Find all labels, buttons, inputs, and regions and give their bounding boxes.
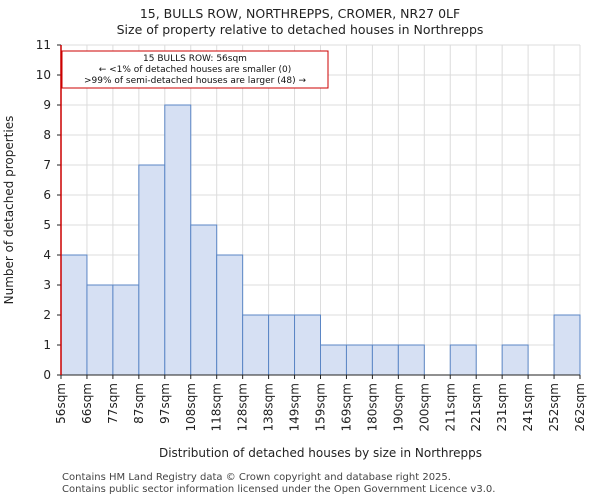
y-tick-label: 4	[43, 248, 51, 262]
x-tick-label: 66sqm	[80, 383, 94, 424]
chart-subtitle: Size of property relative to detached ho…	[116, 22, 484, 37]
y-axis-label: Number of detached properties	[2, 116, 16, 305]
y-tick-label: 2	[43, 308, 51, 322]
bar-190sqm	[397, 344, 425, 376]
y-tick-label: 11	[36, 38, 51, 52]
x-tick-label: 87sqm	[132, 383, 146, 424]
x-tick-label: 97sqm	[158, 383, 172, 424]
bar-118sqm	[216, 254, 244, 376]
bar-97sqm	[164, 104, 192, 376]
chart-title: 15, BULLS ROW, NORTHREPPS, CROMER, NR27 …	[139, 6, 461, 21]
annotation-border	[61, 50, 329, 89]
x-tick-label: 200sqm	[417, 383, 431, 431]
x-tick-label: 138sqm	[262, 383, 276, 431]
x-tick-label: 190sqm	[391, 383, 405, 431]
bar-128sqm	[242, 314, 270, 376]
x-tick-label: 128sqm	[236, 383, 250, 431]
x-axis-label: Distribution of detached houses by size …	[159, 446, 482, 460]
bar-66sqm	[86, 284, 114, 376]
bar-56sqm	[60, 254, 88, 376]
y-tick-label: 9	[43, 98, 51, 112]
bar-159sqm	[320, 344, 347, 376]
y-tick-label: 7	[43, 158, 51, 172]
x-tick-label: 108sqm	[184, 383, 198, 431]
bar-211sqm	[449, 344, 477, 376]
bar-180sqm	[371, 344, 399, 376]
bar-108sqm	[190, 224, 218, 376]
x-tick-label: 180sqm	[365, 383, 379, 431]
x-tick-label: 118sqm	[210, 383, 224, 431]
annotation-box: 15 BULLS ROW: 56sqm ← <1% of detached ho…	[61, 50, 329, 89]
bar-77sqm	[112, 284, 140, 376]
annotation-line-3: >99% of semi-detached houses are larger …	[84, 76, 307, 86]
y-tick-label: 0	[43, 368, 51, 382]
y-tick-label: 3	[43, 278, 51, 292]
footer-line-2: Contains public sector information licen…	[62, 484, 496, 495]
y-tick-label: 1	[43, 338, 51, 352]
bar-149sqm	[294, 314, 321, 376]
x-tick-label: 262sqm	[573, 383, 587, 431]
bar-87sqm	[138, 164, 166, 376]
y-tick-label: 5	[43, 218, 51, 232]
x-tick-labels: 56sqm 66sqm 77sqm 87sqm 97sqm 108sqm 118sqm 128…	[54, 383, 587, 431]
x-tick-label: 159sqm	[314, 383, 328, 431]
y-tick-label: 10	[36, 68, 51, 82]
x-tick-label: 221sqm	[469, 383, 483, 431]
x-tick-label: 211sqm	[443, 383, 457, 431]
bar-169sqm	[345, 344, 373, 376]
bar-252sqm	[553, 314, 581, 376]
x-tick-label: 252sqm	[547, 383, 561, 431]
x-tick-label: 231sqm	[495, 383, 509, 431]
bar-231sqm	[501, 344, 529, 376]
footer-line-1: Contains HM Land Registry data © Crown c…	[62, 472, 451, 483]
x-tick-label: 149sqm	[288, 383, 302, 431]
bars	[60, 104, 581, 376]
bar-138sqm	[268, 314, 296, 376]
x-tick-label: 241sqm	[521, 383, 535, 431]
x-tick-label: 169sqm	[339, 383, 353, 431]
y-tick-labels: 0 1 2 3 4 5 6 7 8 9 10 11	[36, 38, 51, 382]
x-tick-label: 56sqm	[54, 383, 68, 424]
annotation-line-1: 15 BULLS ROW: 56sqm	[143, 54, 247, 64]
x-tick-label: 77sqm	[106, 383, 120, 424]
annotation-line-2: ← <1% of detached houses are smaller (0)	[99, 65, 292, 75]
y-tick-label: 8	[43, 128, 51, 142]
y-tick-label: 6	[43, 188, 51, 202]
